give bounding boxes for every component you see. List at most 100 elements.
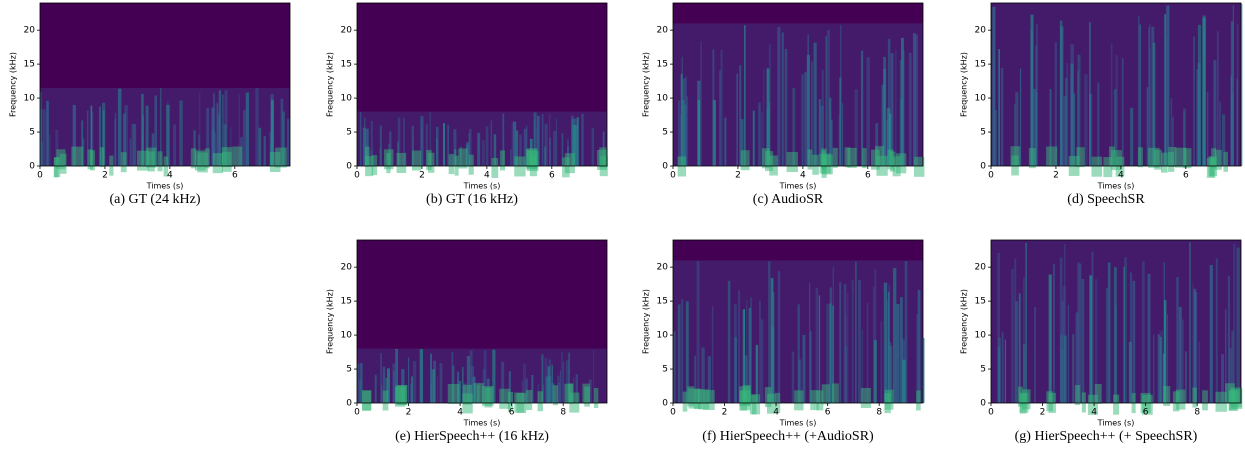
spectral-streak	[809, 331, 812, 403]
spectral-streak	[442, 123, 446, 166]
spectral-streak	[526, 148, 538, 169]
spectral-streak	[549, 113, 551, 166]
spectral-streak	[1113, 267, 1117, 403]
spectral-streak	[371, 155, 378, 176]
x-axis-label: Times (s)	[1097, 419, 1135, 428]
spectral-streak	[743, 309, 745, 403]
spectral-streak	[908, 52, 912, 167]
spectral-streak	[465, 144, 470, 166]
spectral-streak	[1048, 274, 1052, 403]
spectral-streak	[1014, 103, 1016, 166]
spectral-streak	[1078, 263, 1082, 403]
spectral-streak	[271, 100, 274, 166]
spectral-streak	[575, 374, 578, 403]
spectral-streak	[1192, 283, 1194, 403]
spectral-streak	[1192, 387, 1197, 408]
spectral-streak	[1115, 55, 1119, 166]
spectral-streak	[419, 349, 423, 403]
x-tick-label: 2	[406, 408, 412, 418]
spectral-streak	[875, 123, 879, 166]
spectral-streak	[1064, 243, 1066, 403]
spectral-streak	[758, 102, 761, 166]
spectral-streak	[684, 76, 688, 166]
spectral-streak	[1081, 392, 1086, 413]
spectral-streak	[1189, 242, 1191, 403]
spectral-streak	[466, 356, 471, 403]
spectral-streak	[682, 100, 685, 166]
spectral-streak	[1015, 92, 1019, 166]
spectral-streak	[269, 151, 281, 172]
spectral-streak	[860, 387, 871, 408]
spectral-streak	[1115, 305, 1117, 403]
spectral-streak	[821, 154, 833, 175]
spectral-streak	[899, 297, 903, 403]
spectral-streak	[370, 121, 373, 166]
x-tick-label: 6	[232, 171, 238, 181]
spectral-streak	[154, 95, 158, 166]
spectral-streak	[218, 90, 222, 166]
y-tick-label: 10	[341, 94, 353, 104]
spectral-streak	[1196, 68, 1199, 166]
spectral-streak	[190, 148, 197, 169]
spectral-streak	[839, 77, 842, 166]
spectral-streak	[1197, 73, 1200, 166]
spectral-streak	[374, 374, 377, 403]
spectral-streak	[492, 349, 496, 403]
spectral-streak	[1198, 341, 1200, 403]
spectral-streak	[1215, 391, 1228, 412]
spectral-streak	[832, 267, 834, 403]
spectral-streak	[588, 379, 592, 403]
x-tick-label: 0	[988, 408, 994, 418]
spectral-streak	[493, 134, 497, 166]
spectral-streak	[746, 299, 748, 403]
spectral-streak	[1081, 278, 1085, 403]
spectral-streak	[1166, 313, 1169, 403]
caption: (a) GT (24 kHz)	[109, 192, 200, 207]
spectral-streak	[1231, 330, 1234, 403]
spectral-streak	[1019, 68, 1022, 166]
spectral-streak	[1046, 146, 1058, 167]
spectral-streak	[678, 100, 681, 166]
spectral-streak	[777, 27, 781, 167]
spectral-streak	[215, 102, 219, 166]
spectral-streak	[748, 307, 752, 403]
spectral-streak	[99, 147, 105, 168]
spectral-streak	[1124, 257, 1127, 403]
spectral-streak	[1076, 147, 1085, 168]
spectral-streak	[707, 356, 711, 403]
spectral-streak	[389, 131, 392, 166]
spectral-streak	[861, 329, 864, 403]
spectral-streak	[436, 138, 438, 166]
spectral-streak	[1230, 75, 1233, 166]
spectral-streak	[998, 337, 1001, 403]
spectral-streak	[895, 153, 907, 174]
spectral-streak	[166, 104, 170, 166]
spectral-streak	[1077, 54, 1081, 166]
spectral-streak	[740, 119, 744, 166]
spectral-streak	[1087, 394, 1098, 415]
x-axis-label: Times (s)	[463, 182, 501, 191]
spectral-streak	[430, 383, 432, 403]
spectral-streak	[1015, 301, 1018, 403]
spectral-streak	[502, 113, 505, 166]
spectral-streak	[199, 92, 201, 166]
spectral-streak	[1130, 107, 1134, 166]
spectral-streak	[798, 359, 802, 403]
spectral-streak	[1103, 157, 1113, 178]
spectral-streak	[1181, 319, 1184, 403]
spectral-streak	[1183, 148, 1192, 169]
spectral-streak	[544, 357, 548, 403]
spectral-streak	[1091, 251, 1094, 403]
spectral-streak	[514, 156, 526, 177]
spectral-streak	[888, 342, 892, 403]
spectral-streak	[740, 390, 751, 411]
spectral-streak	[826, 30, 830, 167]
x-tick-label: 6	[1143, 408, 1149, 418]
spectral-streak	[1222, 114, 1226, 166]
spectral-streak	[1217, 31, 1219, 167]
spectral-streak	[761, 111, 763, 166]
spectral-streak	[1035, 92, 1038, 166]
spectral-streak	[734, 337, 737, 403]
spectral-streak	[381, 385, 383, 403]
y-tick-label: 5	[980, 365, 986, 375]
